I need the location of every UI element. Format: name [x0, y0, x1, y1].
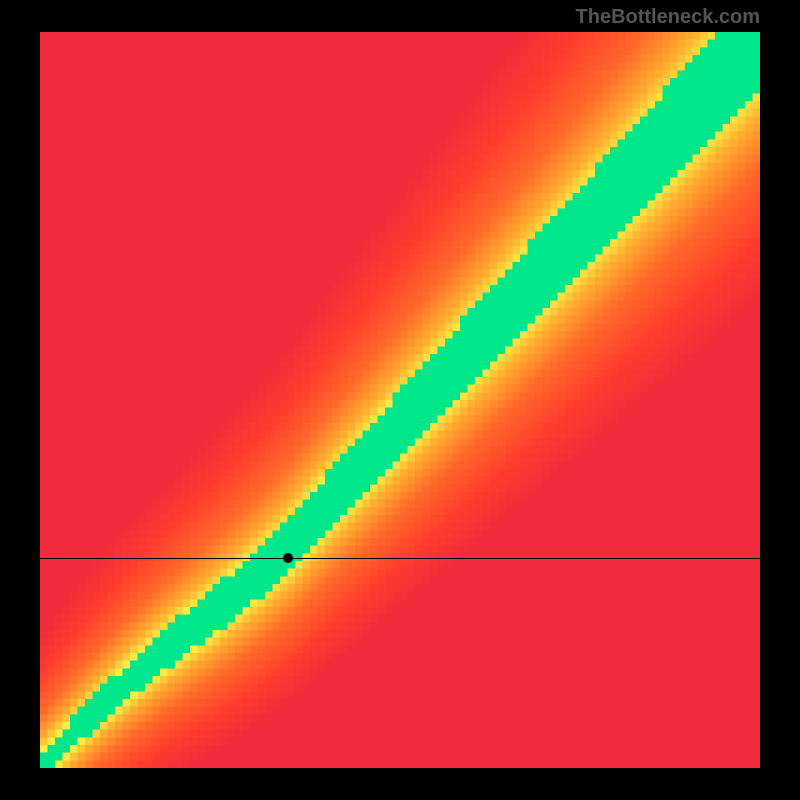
heatmap-canvas — [40, 32, 760, 768]
crosshair-horizontal — [40, 558, 760, 559]
watermark-text: TheBottleneck.com — [576, 6, 760, 29]
heatmap-plot — [40, 32, 760, 768]
crosshair-marker — [283, 553, 293, 563]
